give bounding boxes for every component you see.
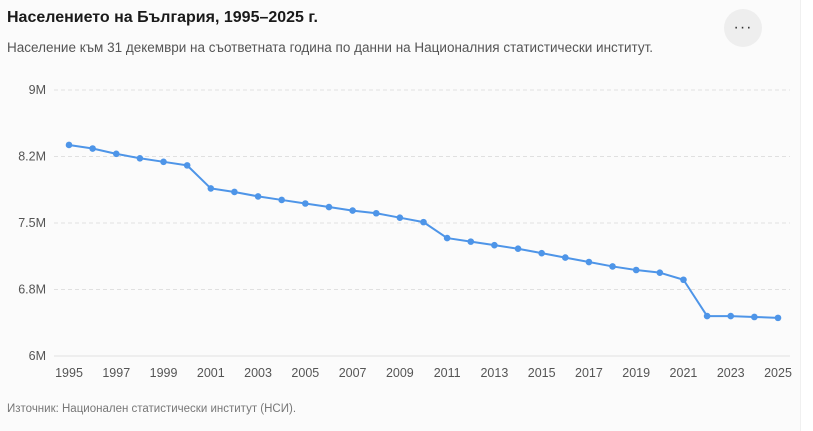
data-point [112,150,120,158]
y-tick-label: 7.5M [18,216,46,230]
data-point [774,314,782,322]
chart-title: Населението на България, 1995–2025 г. [7,9,318,26]
x-tick-label: 2017 [575,366,603,380]
x-tick-label: 2005 [291,366,319,380]
x-tick-label: 2007 [339,366,367,380]
x-tick-label: 2015 [528,366,556,380]
y-tick-label: 6.8M [18,283,46,297]
data-point [751,313,758,321]
x-tick-label: 2025 [764,366,792,380]
data-point [89,145,96,152]
data-point [538,249,545,257]
x-tick-label: 1997 [102,366,130,380]
source-note: Източник: Национален статистически инсти… [7,403,297,415]
data-point [514,245,522,253]
y-tick-label: 9M [29,83,46,97]
data-point [585,258,593,266]
data-point [254,193,262,200]
x-tick-label: 2013 [480,366,508,380]
data-point [349,207,356,214]
x-tick-label: 2023 [717,366,745,380]
data-point [443,234,451,242]
x-tick-label: 1995 [55,366,83,380]
data-point [632,266,640,274]
data-point [65,141,73,149]
data-point [562,254,569,261]
data-point [680,276,687,284]
data-point [325,203,333,211]
series-line [68,143,779,319]
data-point [703,312,711,320]
data-point [278,196,286,204]
y-tick-label: 6M [29,349,46,363]
data-point [491,241,498,249]
y-tick-label: 8.2M [18,150,46,164]
data-point [656,269,664,276]
data-point [396,214,404,221]
data-point [231,188,238,196]
data-point [372,209,380,217]
x-tick-label: 2019 [622,366,650,380]
data-point [302,200,309,207]
x-tick-label: 2011 [434,366,461,380]
x-tick-label: 1999 [150,366,178,380]
x-tick-label: 2021 [670,366,698,380]
data-point [420,218,427,226]
data-point [207,185,215,192]
data-point [467,238,475,245]
x-tick-label: 2009 [386,366,414,380]
data-point [727,312,735,320]
data-point [183,162,191,169]
data-point [136,154,144,162]
more-options-button[interactable]: ··· [724,9,762,47]
line-chart: 6M 6.8M 7.5M 8.2M 9M 1995 1997 1999 2001 2003 2005… [18,83,792,380]
chart-subtitle: Население към 31 декември на съответната… [7,40,654,55]
data-point [160,158,167,166]
x-tick-label: 2003 [244,366,272,380]
x-tick-label: 2001 [197,366,225,380]
data-point [609,263,616,270]
